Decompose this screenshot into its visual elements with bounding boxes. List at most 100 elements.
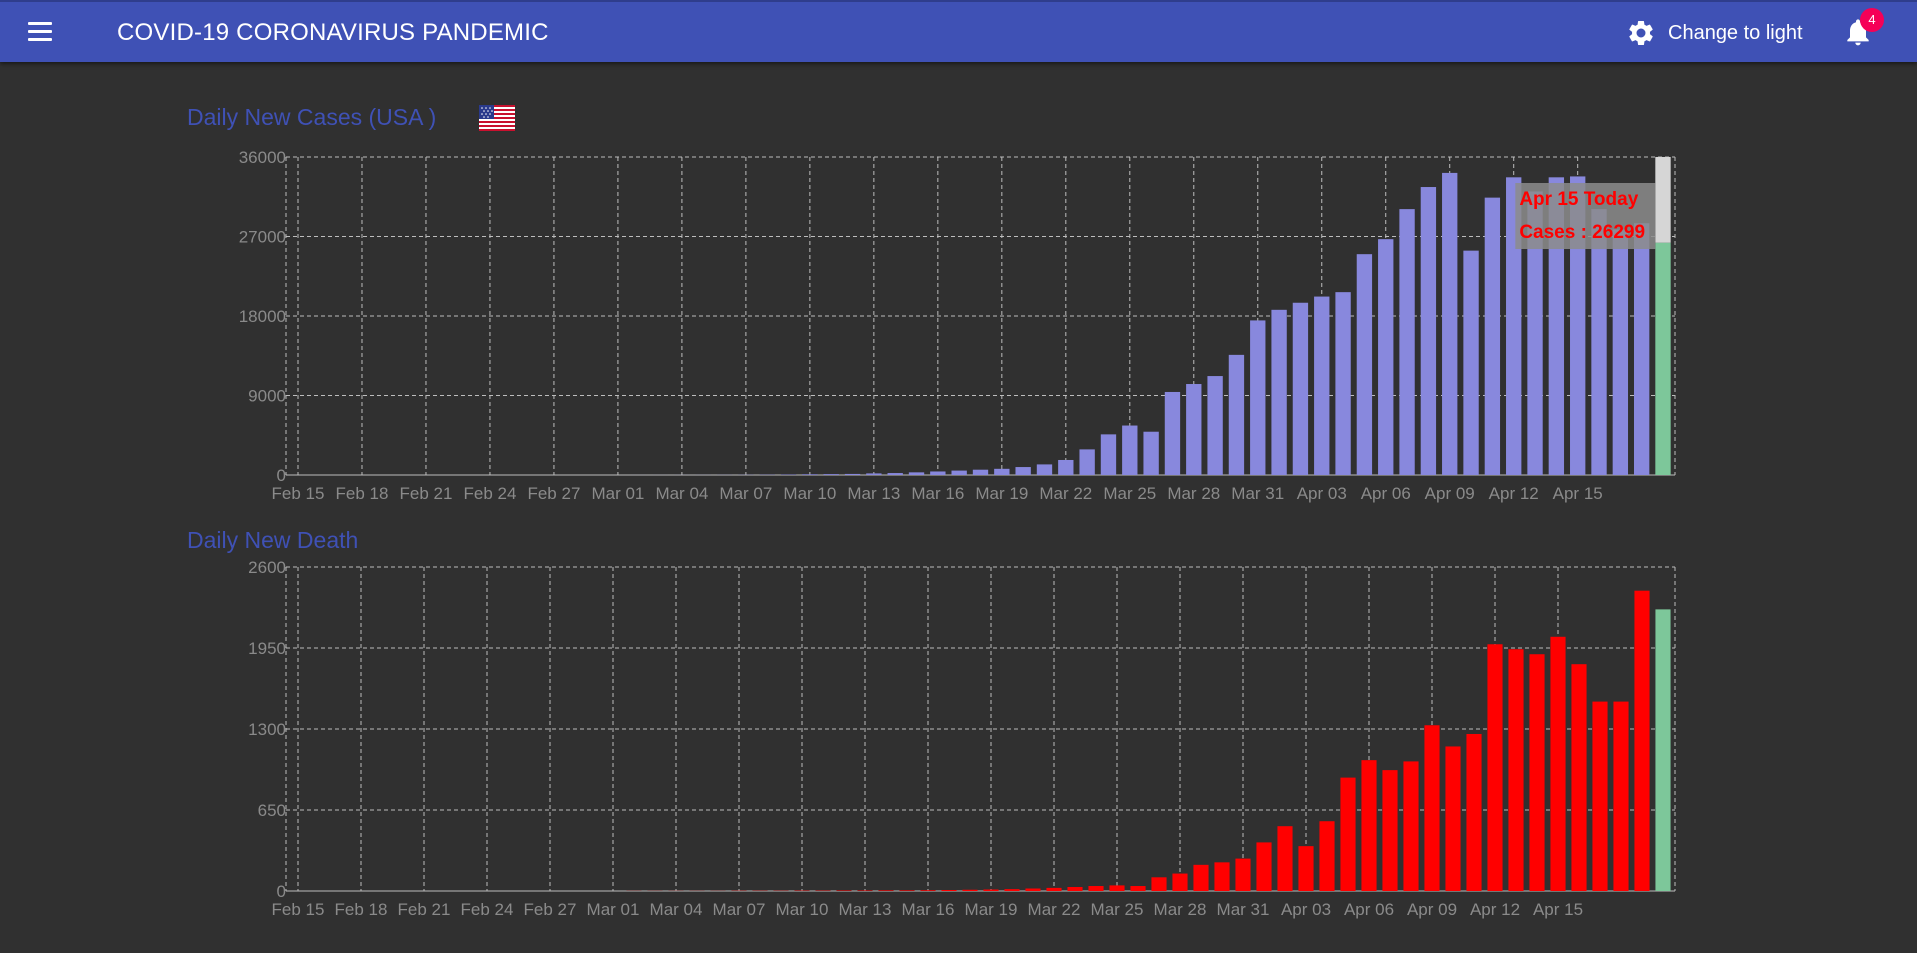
- x-tick-label: Mar 16: [911, 484, 964, 503]
- today-bar[interactable]: [1655, 242, 1671, 475]
- bar[interactable]: [1613, 701, 1629, 891]
- x-tick-label: Mar 10: [776, 900, 829, 919]
- x-tick-label: Apr 03: [1281, 900, 1331, 919]
- x-tick-label: Apr 06: [1361, 484, 1411, 503]
- bar[interactable]: [1004, 889, 1020, 891]
- x-tick-label: Apr 15: [1533, 900, 1583, 919]
- bar[interactable]: [983, 889, 999, 891]
- bar[interactable]: [1100, 434, 1117, 475]
- bar[interactable]: [1378, 239, 1394, 475]
- bar[interactable]: [1214, 862, 1230, 891]
- bar[interactable]: [1382, 770, 1398, 891]
- bar[interactable]: [1250, 320, 1266, 475]
- bar[interactable]: [1036, 464, 1053, 475]
- bar[interactable]: [1361, 760, 1377, 891]
- bar[interactable]: [1088, 886, 1104, 891]
- theme-toggle-button[interactable]: Change to light: [1626, 16, 1803, 50]
- bar[interactable]: [1058, 459, 1074, 475]
- x-tick-label: Feb 15: [272, 900, 325, 919]
- bar[interactable]: [1463, 250, 1479, 475]
- bar[interactable]: [899, 890, 915, 891]
- bar[interactable]: [1634, 590, 1650, 891]
- bar[interactable]: [1335, 292, 1351, 475]
- bar[interactable]: [1592, 701, 1608, 891]
- bar[interactable]: [1277, 826, 1293, 891]
- x-tick-label: Mar 31: [1217, 900, 1270, 919]
- bar[interactable]: [1442, 172, 1458, 475]
- bar[interactable]: [941, 890, 957, 891]
- bar[interactable]: [994, 468, 1010, 475]
- bar[interactable]: [1079, 449, 1095, 475]
- bar[interactable]: [823, 474, 839, 475]
- bar[interactable]: [1506, 177, 1522, 476]
- bar[interactable]: [1403, 761, 1419, 891]
- bar[interactable]: [1633, 223, 1650, 475]
- bar[interactable]: [1399, 209, 1415, 475]
- bar[interactable]: [908, 472, 925, 475]
- bar[interactable]: [844, 473, 861, 475]
- bar[interactable]: [920, 890, 936, 891]
- bar[interactable]: [1319, 821, 1335, 891]
- bar[interactable]: [1292, 302, 1309, 475]
- bar[interactable]: [1570, 176, 1586, 475]
- bar[interactable]: [930, 471, 946, 475]
- bar[interactable]: [1122, 425, 1138, 475]
- bar[interactable]: [1207, 376, 1223, 475]
- bar[interactable]: [1484, 197, 1501, 475]
- bar[interactable]: [1172, 873, 1188, 891]
- bar[interactable]: [1529, 654, 1545, 891]
- bar[interactable]: [1067, 887, 1083, 891]
- x-tick-label: Mar 04: [650, 900, 703, 919]
- x-tick-label: Feb 24: [461, 900, 514, 919]
- gear-icon: [1629, 20, 1653, 45]
- bar[interactable]: [972, 469, 989, 475]
- bar[interactable]: [878, 890, 894, 891]
- today-bar[interactable]: [1655, 609, 1671, 891]
- bar[interactable]: [1235, 858, 1251, 891]
- bar[interactable]: [1508, 649, 1524, 891]
- bar[interactable]: [962, 889, 978, 891]
- bar[interactable]: [1130, 886, 1146, 891]
- bar[interactable]: [1445, 746, 1461, 891]
- bar[interactable]: [1109, 885, 1125, 891]
- bar[interactable]: [1466, 733, 1482, 891]
- bar[interactable]: [1228, 354, 1245, 475]
- x-tick-label: Apr 03: [1297, 484, 1347, 503]
- bar[interactable]: [1591, 209, 1607, 475]
- x-tick-label: Mar 07: [713, 900, 766, 919]
- x-tick-label: Apr 09: [1407, 900, 1457, 919]
- app-bar: COVID-19 CORONAVIRUS PANDEMIC Change to …: [0, 0, 1917, 62]
- bar[interactable]: [951, 470, 967, 475]
- bar[interactable]: [1612, 229, 1629, 475]
- x-tick-label: Mar 19: [965, 900, 1018, 919]
- bar[interactable]: [1164, 391, 1181, 475]
- y-tick-label: 1300: [248, 720, 286, 739]
- bar[interactable]: [887, 473, 903, 475]
- bar[interactable]: [1046, 887, 1062, 891]
- bar[interactable]: [1193, 864, 1209, 891]
- bar[interactable]: [1548, 177, 1565, 476]
- bar[interactable]: [1340, 777, 1356, 891]
- bar[interactable]: [802, 474, 818, 475]
- bar[interactable]: [1143, 431, 1159, 475]
- bar[interactable]: [1424, 725, 1440, 891]
- y-tick-label: 1950: [248, 639, 286, 658]
- bar[interactable]: [866, 473, 882, 475]
- bar[interactable]: [1487, 644, 1503, 891]
- bar[interactable]: [1271, 309, 1287, 475]
- bar[interactable]: [1527, 191, 1543, 475]
- bar[interactable]: [1314, 296, 1330, 475]
- bar[interactable]: [1015, 467, 1031, 475]
- bar[interactable]: [1356, 254, 1373, 475]
- bar[interactable]: [1298, 846, 1314, 891]
- bar[interactable]: [1256, 842, 1272, 891]
- bar[interactable]: [1420, 187, 1437, 475]
- menu-button[interactable]: [26, 20, 56, 44]
- bar[interactable]: [1550, 636, 1566, 891]
- bar[interactable]: [1571, 664, 1587, 891]
- menu-icon: [28, 22, 52, 25]
- bar[interactable]: [1151, 877, 1167, 891]
- bar[interactable]: [1186, 384, 1202, 475]
- notification-badge: 4: [1860, 8, 1884, 32]
- bar[interactable]: [1025, 888, 1041, 891]
